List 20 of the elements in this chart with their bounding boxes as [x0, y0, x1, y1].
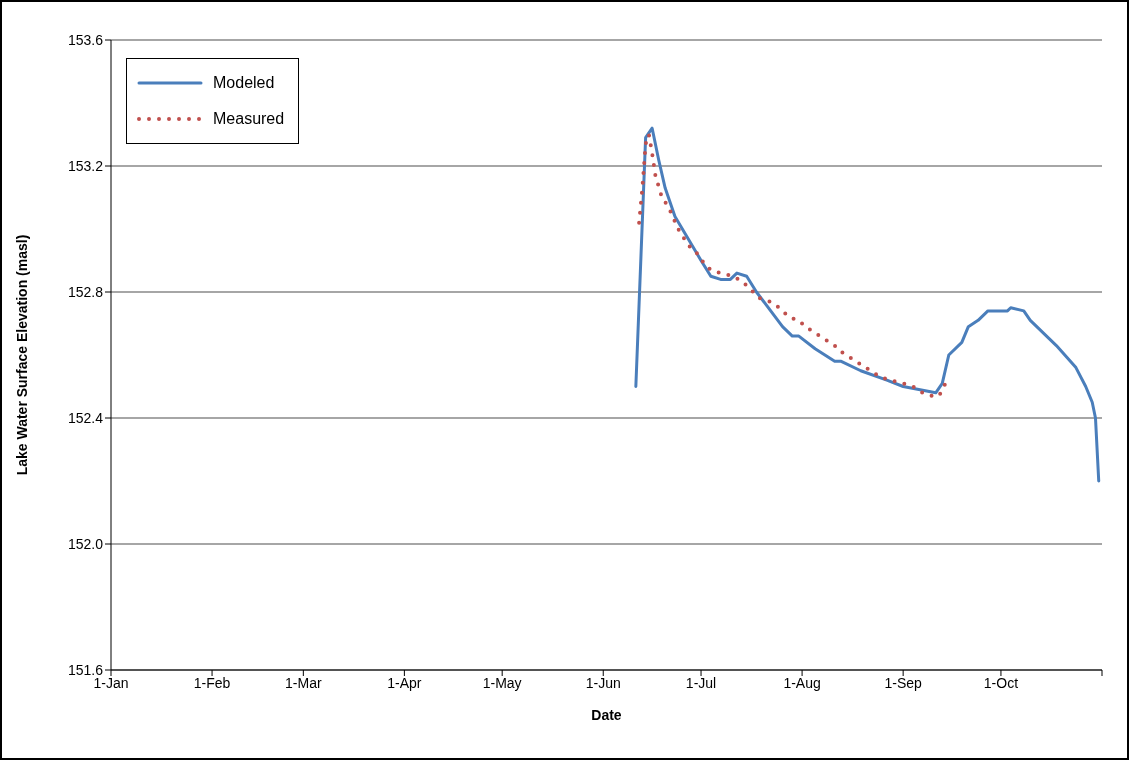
x-tick-label: 1-Apr [387, 674, 422, 691]
x-tick-label: 1-Oct [983, 674, 1019, 691]
legend-label: Modeled [213, 74, 275, 92]
x-tick-label: 1-May [482, 674, 522, 691]
y-axis-title: Lake Water Surface Elevation (masl) [13, 234, 30, 476]
legend-label: Measured [213, 110, 285, 128]
x-axis-title: Date [591, 707, 622, 723]
x-tick-label: 1-Jun [585, 674, 621, 691]
y-tick-label: 153.2 [67, 157, 104, 174]
x-tick-label: 1-Feb [193, 674, 231, 691]
line-series [634, 126, 1101, 483]
x-tick-label: 1-Sep [884, 674, 923, 691]
line-series [637, 132, 948, 398]
x-tick-label: 1-Mar [285, 674, 322, 691]
y-tick-label: 153.6 [67, 31, 104, 48]
x-tick-label: 1-Jul [685, 674, 717, 691]
x-tick-label: 1-Aug [783, 674, 821, 691]
y-tick-label: 152.8 [67, 283, 104, 300]
y-tick-label: 152.4 [67, 409, 104, 426]
y-tick-label: 152.0 [67, 535, 104, 552]
